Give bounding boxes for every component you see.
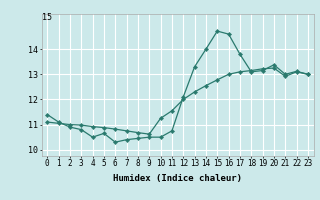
X-axis label: Humidex (Indice chaleur): Humidex (Indice chaleur) <box>113 174 242 183</box>
Text: 15: 15 <box>42 13 52 22</box>
